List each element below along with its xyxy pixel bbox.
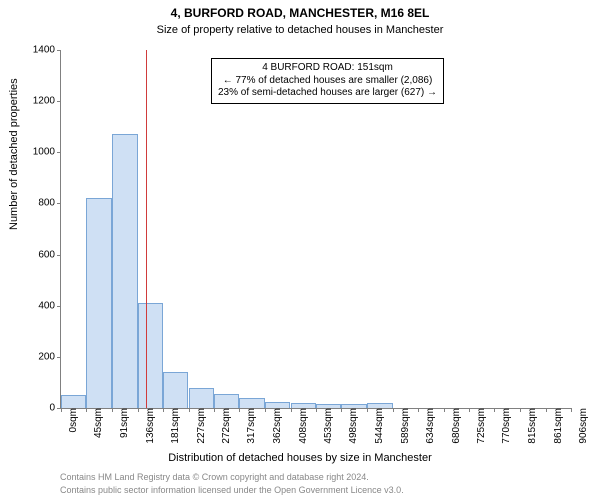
histogram-bar: [316, 404, 341, 408]
x-tick-mark: [163, 408, 164, 412]
x-tick-mark: [214, 408, 215, 412]
histogram-bar: [189, 388, 214, 408]
annotation-line: 23% of semi-detached houses are larger (…: [218, 87, 437, 100]
histogram-bar: [239, 398, 264, 408]
x-tick-label: 91sqm: [115, 408, 130, 438]
property-marker-line: [146, 50, 147, 408]
x-tick-mark: [189, 408, 190, 412]
x-tick-mark: [341, 408, 342, 412]
chart-subtitle: Size of property relative to detached ho…: [0, 24, 600, 36]
annotation-line: 4 BURFORD ROAD: 151sqm: [218, 62, 437, 75]
x-tick-label: 589sqm: [396, 408, 411, 444]
x-tick-label: 362sqm: [268, 408, 283, 444]
y-tick-mark: [57, 50, 61, 51]
x-tick-label: 906sqm: [574, 408, 589, 444]
y-tick-mark: [57, 101, 61, 102]
y-tick-mark: [57, 255, 61, 256]
y-tick-mark: [57, 357, 61, 358]
histogram-bar: [163, 372, 188, 408]
histogram-bar: [214, 394, 239, 408]
x-tick-mark: [469, 408, 470, 412]
x-tick-label: 272sqm: [217, 408, 232, 444]
x-tick-label: 770sqm: [497, 408, 512, 444]
x-tick-mark: [265, 408, 266, 412]
x-tick-label: 861sqm: [549, 408, 564, 444]
x-tick-mark: [138, 408, 139, 412]
x-tick-mark: [520, 408, 521, 412]
histogram-bar: [367, 403, 392, 408]
x-tick-mark: [86, 408, 87, 412]
chart-title: 4, BURFORD ROAD, MANCHESTER, M16 8EL: [0, 6, 600, 20]
histogram-bar: [138, 303, 163, 408]
x-tick-mark: [418, 408, 419, 412]
x-tick-label: 45sqm: [89, 408, 104, 438]
x-tick-label: 544sqm: [370, 408, 385, 444]
x-tick-label: 453sqm: [319, 408, 334, 444]
x-tick-label: 136sqm: [141, 408, 156, 444]
y-tick-mark: [57, 306, 61, 307]
x-tick-label: 227sqm: [192, 408, 207, 444]
y-tick-mark: [57, 203, 61, 204]
x-axis-label: Distribution of detached houses by size …: [0, 452, 600, 464]
x-tick-mark: [444, 408, 445, 412]
x-tick-label: 680sqm: [447, 408, 462, 444]
x-tick-label: 408sqm: [294, 408, 309, 444]
x-tick-label: 0sqm: [64, 408, 79, 432]
histogram-bar: [265, 402, 290, 408]
x-tick-mark: [239, 408, 240, 412]
y-tick-mark: [57, 152, 61, 153]
x-tick-label: 634sqm: [421, 408, 436, 444]
attribution-line-2: Contains public sector information licen…: [0, 485, 600, 495]
x-tick-mark: [546, 408, 547, 412]
x-tick-label: 725sqm: [472, 408, 487, 444]
annotation-line: ← 77% of detached houses are smaller (2,…: [218, 75, 437, 88]
plot-area: 02004006008001000120014000sqm45sqm91sqm1…: [60, 50, 571, 409]
x-tick-mark: [571, 408, 572, 412]
chart-container: 4, BURFORD ROAD, MANCHESTER, M16 8EL Siz…: [0, 0, 600, 500]
x-tick-mark: [367, 408, 368, 412]
x-tick-label: 815sqm: [523, 408, 538, 444]
x-tick-label: 317sqm: [242, 408, 257, 444]
x-tick-mark: [494, 408, 495, 412]
attribution-line-1: Contains HM Land Registry data © Crown c…: [0, 472, 600, 482]
histogram-bar: [291, 403, 316, 408]
histogram-bar: [112, 134, 137, 408]
histogram-bar: [86, 198, 111, 408]
histogram-bar: [61, 395, 86, 408]
x-tick-label: 498sqm: [344, 408, 359, 444]
annotation-box: 4 BURFORD ROAD: 151sqm← 77% of detached …: [211, 58, 444, 104]
x-tick-mark: [393, 408, 394, 412]
x-tick-label: 181sqm: [166, 408, 181, 444]
x-tick-mark: [291, 408, 292, 412]
y-axis-label: Number of detached properties: [8, 78, 20, 230]
x-tick-mark: [61, 408, 62, 412]
x-tick-mark: [112, 408, 113, 412]
histogram-bar: [341, 404, 366, 408]
x-tick-mark: [316, 408, 317, 412]
